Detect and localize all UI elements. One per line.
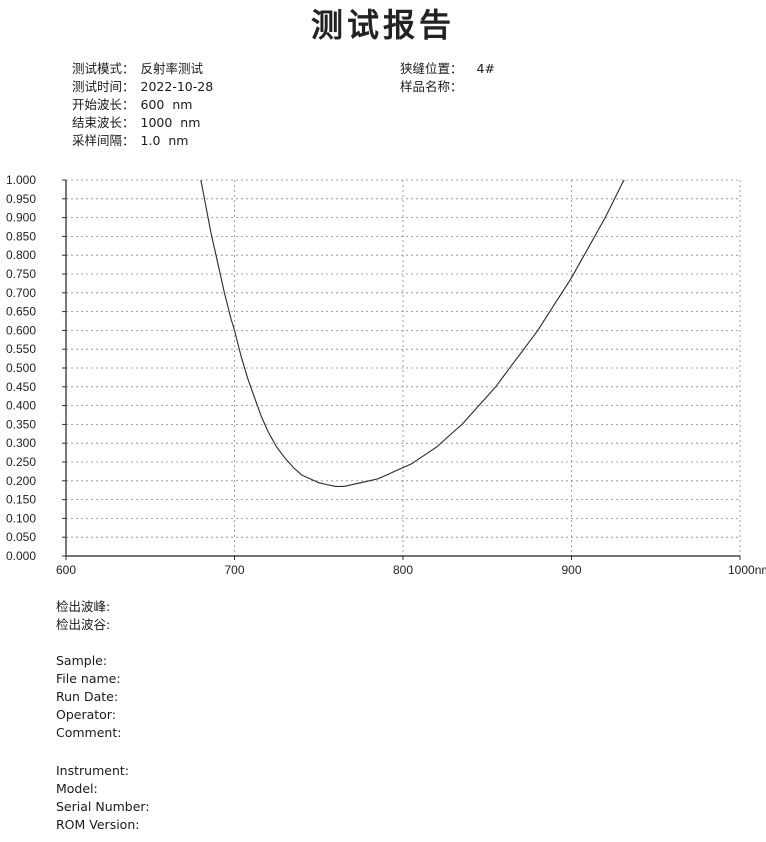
field-value: 2022-10-28 [140,79,214,94]
y-tick-label: 0.350 [6,417,36,431]
reflectance-chart: 0.000 0.050 0.100 0.150 0.200 0.250 0.300 0.350… [6,173,766,577]
start-wavelength-row: 开始波长： 600 nm [72,96,213,114]
y-tick-label: 0.950 [6,192,36,206]
y-tick-label: 0.800 [6,248,36,262]
y-tick-label: 0.750 [6,267,36,281]
serial-number-label: Serial Number: [56,799,150,814]
field-label: 开始波长： [72,97,135,112]
operator-label: Operator: [56,707,116,722]
rom-version-label: ROM Version: [56,817,140,832]
y-tick-label: 0.300 [6,436,36,450]
y-tick-label: 0.200 [6,474,36,488]
y-tick-label: 0.100 [6,511,36,525]
y-tick-label: 0.500 [6,361,36,375]
file-name-label: File name: [56,671,121,686]
field-value: 600 nm [140,97,193,112]
y-tick-label: 0.850 [6,229,36,243]
y-tick-label: 0.050 [6,530,36,544]
sample-info-block: Sample: File name: Run Date: Operator: C… [56,652,121,742]
slit-position-row: 狭缝位置： 4# [400,60,495,78]
reflectance-curve [200,180,625,487]
y-tick-label: 0.650 [6,305,36,319]
x-tick-label: 900 [561,563,581,577]
x-tick-label: 600 [56,563,76,577]
test-parameters: 测试模式： 反射率测试 测试时间： 2022-10-28 开始波长： 600 nm 结… [72,60,213,150]
peak-label: 检出波峰: [56,599,111,614]
test-mode-row: 测试模式： 反射率测试 [72,60,213,78]
peak-valley-block: 检出波峰: 检出波谷: [56,598,110,634]
sample-name-row: 样品名称： [400,78,495,96]
field-label: 样品名称： [400,79,463,94]
field-value: 1000 nm [140,115,201,130]
y-tick-label: 0.150 [6,493,36,507]
sampling-interval-row: 采样间隔： 1.0 nm [72,132,213,150]
sample-label: Sample: [56,653,108,668]
sample-parameters: 狭缝位置： 4# 样品名称： [400,60,495,96]
instrument-info-block: Instrument: Model: Serial Number: ROM Ve… [56,762,150,834]
x-tick-label: 700 [224,563,244,577]
field-label: 结束波长： [72,115,135,130]
valley-label: 检出波谷: [56,617,111,632]
field-label: 狭缝位置： [400,61,463,76]
y-tick-label: 0.550 [6,342,36,356]
y-tick-label: 1.000 [6,173,36,187]
model-label: Model: [56,781,98,796]
field-value: 1.0 nm [140,133,189,148]
run-date-label: Run Date: [56,689,119,704]
y-tick-label: 0.450 [6,380,36,394]
end-wavelength-row: 结束波长： 1000 nm [72,114,213,132]
y-tick-label: 0.700 [6,286,36,300]
field-label: 测试时间： [72,79,135,94]
x-tick-label: 800 [393,563,413,577]
field-value: 反射率测试 [140,61,204,76]
instrument-label: Instrument: [56,763,129,778]
y-tick-label: 0.000 [6,549,36,563]
field-value: 4# [476,61,495,76]
comment-label: Comment: [56,725,122,740]
y-tick-label: 0.900 [6,211,36,225]
field-label: 测试模式： [72,61,135,76]
y-tick-label: 0.600 [6,323,36,337]
field-label: 采样间隔： [72,133,135,148]
y-tick-label: 0.400 [6,399,36,413]
y-tick-label: 0.250 [6,455,36,469]
report-title: 测试报告 [310,6,455,44]
test-time-row: 测试时间： 2022-10-28 [72,78,213,96]
